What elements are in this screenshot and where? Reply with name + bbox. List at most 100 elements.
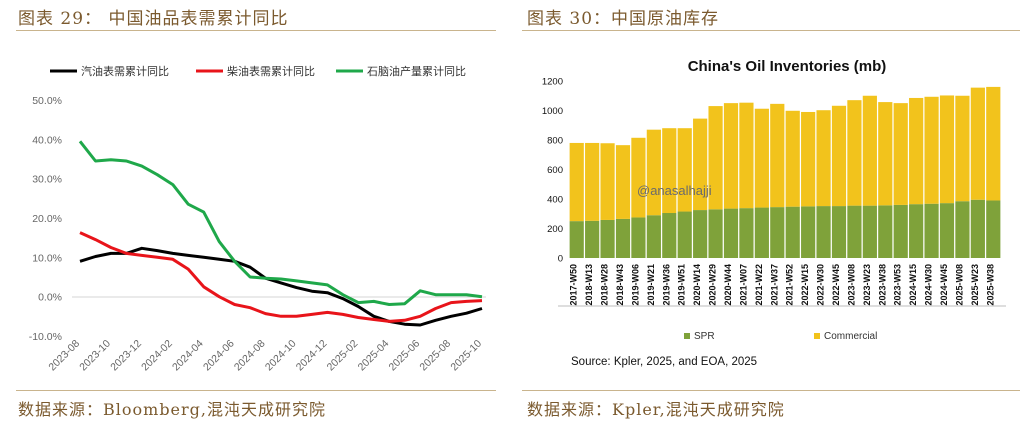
right-x-tick-label: 2022-W45 <box>831 264 841 306</box>
right-x-tick-label: 2021-W07 <box>738 264 748 306</box>
left-x-tick-label: 2024-12 <box>294 338 330 374</box>
left-x-tick-label: 2024-08 <box>232 338 268 374</box>
right-x-tick-label: 2023-W08 <box>846 264 856 306</box>
bar-spr <box>585 220 600 258</box>
bar-commercial <box>600 143 615 220</box>
right-x-tick-label: 2022-W30 <box>816 264 826 306</box>
bar-commercial <box>677 128 692 212</box>
bar-spr <box>785 206 800 258</box>
right-x-tick-label: 2021-W37 <box>769 264 779 306</box>
right-legend: SPR Commercial <box>684 331 877 342</box>
legend-diesel: 柴油表需累计同比 <box>196 64 315 78</box>
right-x-tick-label: 2024-W45 <box>939 264 949 306</box>
bar-commercial <box>708 106 723 210</box>
right-x-tick-label: 2017-W50 <box>569 264 579 306</box>
right-x-tick-label: 2021-W52 <box>785 264 795 306</box>
right-figure-title: 图表 30：中国原油库存 <box>527 9 720 29</box>
right-x-tick-label: 2022-W15 <box>800 264 810 306</box>
right-x-tick-label: 2025-W08 <box>954 264 964 306</box>
watermark-handle: @anasalhajji <box>637 183 712 198</box>
legend-naphtha: 石脑油产量累计同比 <box>336 64 466 78</box>
bar-spr <box>862 205 877 258</box>
bar-spr <box>909 204 924 258</box>
left-x-tick-label: 2024-10 <box>263 338 299 374</box>
bar-spr <box>662 213 677 258</box>
bar-spr <box>569 221 584 259</box>
right-x-tick-label: 2024-W30 <box>924 264 934 306</box>
right-x-tick-label: 2023-W38 <box>877 264 887 306</box>
bar-commercial <box>662 128 677 214</box>
right-x-tick-label: 2020-W14 <box>692 264 702 306</box>
bar-commercial <box>801 111 816 207</box>
right-x-tick-label: 2019-W21 <box>646 264 656 306</box>
left-figure-title: 图表 29： 中国油品表需累计同比 <box>18 9 289 29</box>
right-stacked-bars <box>569 86 1001 259</box>
bar-commercial <box>693 118 708 211</box>
left-chart: 汽油表需累计同比 柴油表需累计同比 石脑油产量累计同比 -10.0% 0.0% 10… <box>29 64 486 374</box>
right-header-rule <box>522 30 1020 31</box>
legend-gasoline-label: 汽油表需累计同比 <box>81 64 169 78</box>
bar-spr <box>754 207 769 258</box>
left-y-tick-label: 30.0% <box>32 174 62 186</box>
bar-spr <box>708 209 723 258</box>
left-y-tick-label: -10.0% <box>29 331 62 343</box>
bar-commercial <box>862 95 877 206</box>
bar-spr <box>801 206 816 259</box>
bar-commercial <box>909 97 924 205</box>
bar-spr <box>986 200 1001 258</box>
legend-gasoline: 汽油表需累计同比 <box>50 64 169 78</box>
chart-source-note: Source: Kpler, 2025, and EOA, 2025 <box>571 356 757 368</box>
right-y-tick-label: 400 <box>547 195 563 206</box>
bar-commercial <box>939 95 955 204</box>
bar-commercial <box>831 105 847 207</box>
legend-commercial-label: Commercial <box>824 331 877 342</box>
right-x-tick-label: 2020-W44 <box>723 264 733 306</box>
right-x-tick-label: 2023-W53 <box>893 264 903 306</box>
left-x-tick-label: 2025-10 <box>448 338 484 374</box>
series-line-2 <box>78 140 483 306</box>
legend-spr-label: SPR <box>694 331 715 342</box>
bar-spr <box>816 206 831 258</box>
right-x-tick-label: 2021-W22 <box>754 264 764 306</box>
bar-commercial <box>970 87 985 200</box>
legend-commercial-swatch <box>814 333 820 339</box>
bar-spr <box>723 208 739 258</box>
left-header-rule <box>16 30 496 31</box>
right-y-tick-label: 1200 <box>542 77 563 88</box>
right-y-tick-label: 600 <box>547 165 563 176</box>
bar-commercial <box>569 142 584 222</box>
series-line-0 <box>79 246 483 327</box>
bar-commercial <box>816 110 831 207</box>
bar-commercial <box>615 145 631 219</box>
bar-spr <box>878 205 893 258</box>
bar-spr <box>831 206 847 258</box>
bar-spr <box>693 210 708 258</box>
bar-commercial <box>754 108 769 208</box>
bar-commercial <box>893 103 908 205</box>
right-footer-rule <box>522 390 1020 391</box>
bar-commercial <box>770 103 785 208</box>
bar-spr <box>631 217 646 258</box>
left-x-tick-label: 2023-12 <box>108 338 144 374</box>
right-x-tick-label: 2023-W23 <box>862 264 872 306</box>
left-x-tick-label: 2025-04 <box>356 338 392 374</box>
legend-diesel-label: 柴油表需累计同比 <box>227 64 315 78</box>
bar-spr <box>893 204 908 258</box>
left-x-tick-label: 2024-02 <box>139 338 175 374</box>
bar-commercial <box>785 110 800 207</box>
left-y-tick-label: 10.0% <box>32 252 62 264</box>
left-series-lines <box>78 140 483 327</box>
legend-spr-swatch <box>684 333 690 339</box>
bar-commercial <box>878 102 893 206</box>
bar-commercial <box>955 95 970 202</box>
bar-commercial <box>723 103 739 209</box>
legend-naphtha-label: 石脑油产量累计同比 <box>367 64 466 78</box>
bar-spr <box>847 205 862 258</box>
bar-spr <box>924 203 939 258</box>
right-x-tick-label: 2018-W28 <box>600 264 610 306</box>
right-figure-source: 数据来源：Kpler,混沌天成研究院 <box>527 400 785 419</box>
right-x-tick-label: 2019-W06 <box>630 264 640 306</box>
left-y-tick-label: 50.0% <box>32 95 62 107</box>
left-legend: 汽油表需累计同比 柴油表需累计同比 石脑油产量累计同比 <box>50 64 466 78</box>
left-x-tick-label: 2024-06 <box>201 338 237 374</box>
